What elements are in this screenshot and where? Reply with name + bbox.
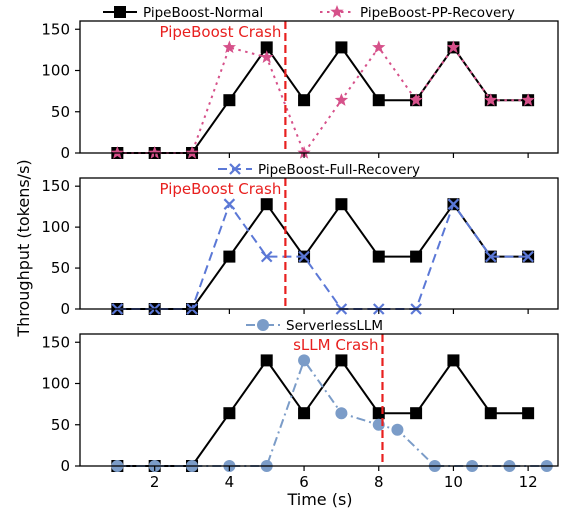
y-tick-label: 50	[51, 259, 70, 277]
data-point	[298, 94, 311, 107]
crash-label: sLLM Crash	[293, 336, 378, 354]
y-tick-label: 100	[41, 218, 70, 236]
data-point	[372, 250, 385, 263]
y-tick-label: 0	[60, 144, 70, 162]
plot-frame	[79, 177, 559, 310]
data-point	[391, 423, 404, 436]
data-point	[335, 41, 348, 54]
crash-label: PipeBoost Crash	[159, 23, 281, 41]
x-tick-label: 4	[225, 473, 235, 491]
data-point-stroke-b	[485, 250, 497, 263]
data-point	[410, 250, 423, 263]
data-point-stroke-b	[447, 198, 460, 210]
y-tick-label: 50	[51, 416, 70, 434]
series-markers-1-1	[111, 41, 535, 159]
series-markers-2-1	[111, 198, 535, 315]
data-point	[447, 354, 460, 367]
series-line-pipeboost-pp-recovery	[117, 45, 529, 156]
data-point	[334, 93, 349, 106]
y-tick-label: 0	[60, 300, 70, 318]
data-point-stroke-b	[260, 250, 273, 263]
y-axis-title: Throughput (tokens/s)	[14, 159, 33, 337]
data-point	[372, 94, 385, 107]
data-point	[447, 198, 460, 210]
legend-label: PipeBoost-Normal	[143, 5, 263, 21]
data-point	[260, 198, 273, 211]
data-point	[298, 250, 310, 263]
data-point-stroke-b	[522, 250, 534, 263]
x-tick-label: 12	[519, 473, 538, 491]
data-point	[222, 40, 236, 54]
plot-frame	[79, 20, 559, 154]
y-tick-label: 100	[41, 62, 70, 80]
series-line-pipeboost-normal	[117, 202, 529, 310]
data-point	[223, 250, 236, 263]
plot-frame	[79, 333, 559, 467]
legend-marker	[257, 319, 269, 331]
legend-label: ServerlessLLM	[286, 318, 383, 334]
panel-3: sLLM Crash 0 50 100 150 2 4 6 8 10 12 ServerlessLLM	[41, 318, 559, 491]
x-tick-label: 8	[374, 473, 384, 491]
series-markers-2-2	[111, 198, 534, 315]
data-point	[260, 41, 273, 54]
data-point	[410, 407, 423, 420]
data-point	[521, 93, 535, 106]
legend-entry: PipeBoost-Full-Recovery	[218, 162, 420, 178]
y-tick-label: 50	[51, 103, 70, 121]
data-point	[484, 407, 497, 420]
y-tick-label: 100	[41, 375, 70, 393]
x-tick-label: 6	[299, 473, 309, 491]
y-tick-label: 150	[41, 20, 70, 38]
panel-1: PipeBoost Crash 0 50 100 150 PipeBoost-Normal…	[41, 5, 559, 162]
legend-entry: PipeBoost-PP-Recovery	[320, 5, 515, 21]
data-point	[335, 198, 348, 211]
data-point	[409, 93, 423, 106]
data-point	[484, 93, 498, 106]
data-point	[260, 50, 274, 63]
x-tick-label: 2	[150, 473, 160, 491]
data-point	[260, 354, 273, 367]
data-point	[223, 94, 236, 107]
series-line-pipeboost-normal	[117, 45, 529, 154]
data-point-stroke-b	[223, 198, 236, 210]
panel-2: PipeBoost Crash 0 50 100 150 PipeBoost-Full-R…	[41, 162, 559, 318]
data-point	[446, 40, 461, 54]
data-point	[335, 354, 348, 367]
legend-entry: ServerlessLLM	[246, 318, 383, 334]
legend-label: PipeBoost-Full-Recovery	[258, 162, 420, 178]
data-point	[522, 407, 535, 420]
legend-marker	[114, 6, 126, 18]
data-point	[298, 354, 311, 367]
data-point	[485, 250, 497, 263]
data-point	[260, 250, 273, 263]
series-line-pipeboost-full-recovery	[117, 202, 529, 310]
x-axis-title: Time (s)	[286, 490, 352, 509]
legend-marker-stroke-b	[229, 163, 241, 175]
data-point	[223, 407, 236, 420]
series-line-pipeboost-normal	[117, 358, 529, 467]
data-point-stroke-b	[298, 250, 310, 263]
y-tick-label: 0	[60, 457, 70, 475]
x-tick-label: 10	[444, 473, 463, 491]
legend-entry: PipeBoost-Normal	[103, 5, 263, 21]
legend-label: PipeBoost-PP-Recovery	[360, 5, 515, 21]
series-markers-1-2	[110, 40, 535, 159]
data-point	[372, 40, 386, 54]
data-point	[335, 407, 348, 420]
crash-label: PipeBoost Crash	[159, 180, 281, 198]
series-line-serverlessllm	[117, 358, 547, 467]
data-point	[298, 407, 311, 420]
series-markers-3-1	[111, 354, 535, 472]
y-tick-label: 150	[41, 177, 70, 195]
legend-marker	[330, 5, 344, 18]
y-tick-label: 150	[41, 333, 70, 351]
legend-marker	[229, 163, 241, 175]
data-point	[522, 250, 534, 263]
data-point	[223, 198, 236, 210]
